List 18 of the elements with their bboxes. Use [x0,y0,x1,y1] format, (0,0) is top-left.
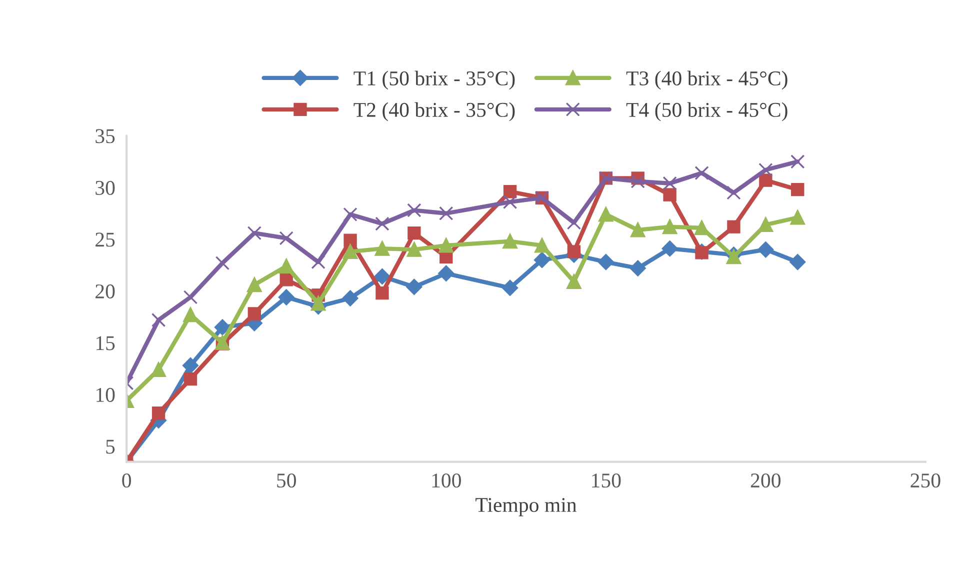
y-tick-label: 25 [96,232,115,247]
x-tick-label: 200 [750,473,780,488]
y-tick-label: 30 [96,180,115,195]
y-tick-label: 5 [106,440,115,454]
y-tick-label: 20 [96,284,115,298]
legend-label: T1 (50 brix - 35°C) [354,70,515,90]
x-tick-label: 250 [910,473,940,488]
legend-label: T4 (50 brix - 45°C) [626,102,788,122]
x-axis-title: Tiempo min [476,498,577,516]
y-tick-label: 35 [96,129,115,144]
x-tick-label: 50 [277,473,296,488]
legend-label: T2 (40 brix - 35°C) [354,102,515,122]
x-tick-label: 0 [122,473,131,488]
y-tick-label: 15 [96,336,115,350]
x-tick-label: 100 [432,473,461,488]
legend-label: T3 (40 brix - 45°C) [626,70,788,90]
x-tick-label: 150 [592,473,621,488]
y-tick-label: 10 [96,388,115,402]
